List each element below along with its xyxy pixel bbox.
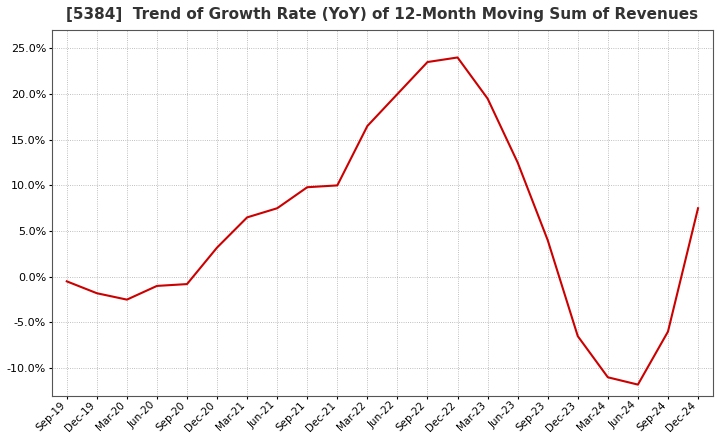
Title: [5384]  Trend of Growth Rate (YoY) of 12-Month Moving Sum of Revenues: [5384] Trend of Growth Rate (YoY) of 12-…: [66, 7, 698, 22]
